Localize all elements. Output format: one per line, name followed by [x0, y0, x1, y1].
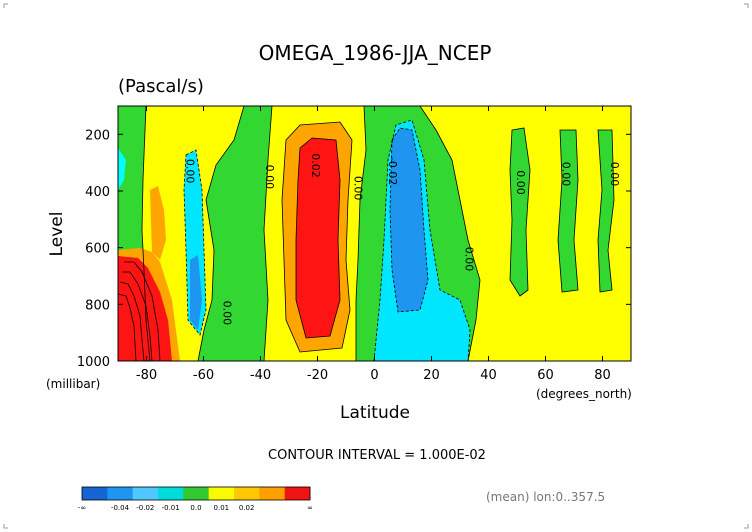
- y-axis-units: (millibar): [46, 377, 100, 391]
- y-tick-label: 200: [85, 128, 110, 143]
- chart-title: OMEGA_1986-JJA_NCEP: [259, 41, 492, 65]
- y-tick-label: 600: [85, 242, 110, 257]
- x-tick-label: -20: [307, 368, 328, 383]
- colorbar-label: -∞: [78, 504, 86, 512]
- x-axis-title: Latitude: [340, 403, 410, 423]
- y-axis-title: Level: [47, 212, 67, 257]
- colorbar-label: -0.04: [111, 504, 130, 512]
- footer-mean-lon: (mean) lon:0..357.5: [486, 490, 605, 504]
- contour-field: [118, 106, 631, 361]
- x-tick-label: -80: [136, 368, 157, 383]
- x-tick-label: -40: [250, 368, 271, 383]
- contour-label: 0.00: [183, 159, 196, 184]
- red-core-central: [296, 138, 340, 338]
- colorbar-label: -0.02: [136, 504, 154, 512]
- contour-label: 0.00: [352, 176, 365, 201]
- contour-label: 0.00: [608, 162, 621, 187]
- blue-core-equator: [390, 128, 428, 312]
- corner-marks: [3, 3, 749, 529]
- x-tick-label: 40: [480, 368, 497, 383]
- x-tick-label: 60: [537, 368, 554, 383]
- colorbar-swatch: [183, 487, 210, 500]
- x-axis-units: (degrees_north): [536, 387, 632, 401]
- contour-label: 0.00: [514, 170, 527, 195]
- colorbar-label: 0.0: [190, 504, 201, 512]
- y-tick-label: 800: [85, 298, 110, 313]
- contour-labels: 0.00 0.00 0.00 0.02 0.00 -0.02 0.00 0.00 0.00 0.0…: [183, 153, 621, 325]
- colorbar-frame: [81, 486, 311, 501]
- chart-units-subtitle: (Pascal/s): [118, 76, 204, 97]
- contour-label: 0.00: [220, 301, 233, 326]
- colorbar-label: ∞: [307, 504, 313, 512]
- x-tick-label: 20: [423, 368, 440, 383]
- colorbar-swatch: [158, 487, 184, 500]
- colorbar-swatch: [107, 487, 134, 500]
- contour-label: -0.02: [386, 157, 399, 185]
- contour-lines: [118, 106, 615, 361]
- colorbar-swatch: [259, 487, 286, 500]
- green-band-85n: [598, 130, 614, 292]
- negative-contour-lines: [183, 119, 471, 361]
- contour-label: 0.02: [309, 153, 322, 178]
- colorbar-swatch: [132, 487, 159, 500]
- green-band-65n: [558, 130, 578, 292]
- x-tick-label: 80: [594, 368, 611, 383]
- contour-label: 0.00: [463, 247, 476, 272]
- y-axis: 200 400 600 800 1000: [77, 128, 631, 370]
- y-tick-label: 1000: [77, 355, 110, 370]
- green-band-50n: [510, 128, 530, 296]
- colorbar-label: 0.02: [239, 504, 255, 512]
- cyan-region-left: [118, 148, 126, 190]
- contour-interval-text: CONTOUR INTERVAL = 1.000E-02: [268, 448, 486, 463]
- colorbar-swatch: [284, 487, 311, 500]
- x-axis: -80 -60 -40 -20 0 20 40 60 80: [136, 106, 611, 383]
- orange-tongue-southern: [150, 186, 166, 260]
- contour-label: 0.00: [263, 165, 276, 190]
- y-tick-label: 400: [85, 185, 110, 200]
- colorbar-label: 0.01: [214, 504, 230, 512]
- x-tick-label: 0: [370, 368, 378, 383]
- colorbar-swatch: [82, 487, 108, 500]
- contour-label: 0.00: [560, 162, 573, 187]
- colorbar-label: -0.01: [162, 504, 180, 512]
- colorbar-swatch: [234, 487, 260, 500]
- blue-core-southern: [190, 255, 202, 330]
- color-bar: -∞ -0.04 -0.02 -0.01 0.0 0.01 0.02 ∞: [78, 486, 313, 512]
- x-tick-label: -60: [193, 368, 214, 383]
- colorbar-swatch: [208, 487, 235, 500]
